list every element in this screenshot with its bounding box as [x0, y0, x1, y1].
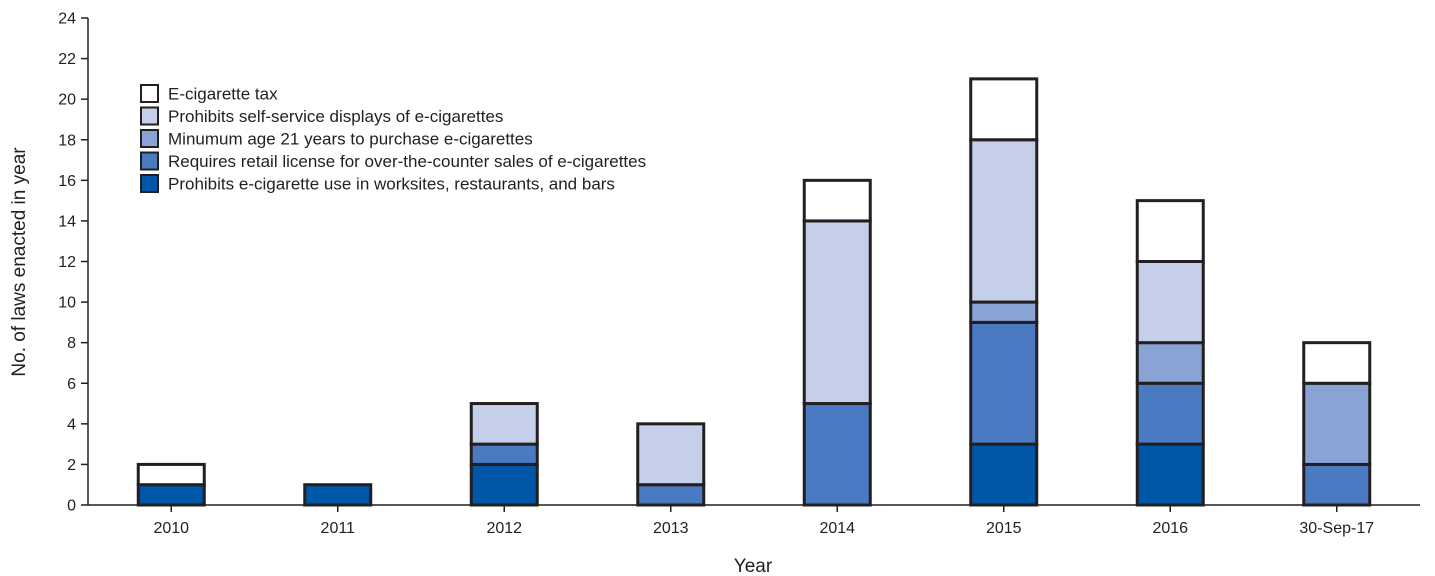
legend-swatch: [140, 106, 159, 126]
legend-label: Prohibits e-cigarette use in worksites, …: [168, 175, 615, 194]
x-tick-label: 2015: [986, 520, 1022, 537]
bar-segment: [802, 219, 872, 406]
x-tick-label: 2013: [653, 520, 689, 537]
bar-segment: [136, 483, 206, 507]
x-tick-label: 2014: [819, 520, 855, 537]
x-axis-title: Year: [734, 556, 773, 576]
y-tick-label: 24: [58, 11, 76, 28]
y-tick-label: 10: [58, 295, 76, 312]
x-tick-label: 2010: [153, 520, 189, 537]
legend-label: E-cigarette tax: [168, 85, 278, 104]
bar-segment: [802, 402, 872, 507]
y-tick-label: 18: [58, 132, 76, 149]
bar-segment: [636, 483, 706, 507]
bar-segment: [969, 300, 1039, 324]
bar-segment: [969, 77, 1039, 142]
bar-segment: [1135, 260, 1205, 345]
bar-segment: [802, 178, 872, 223]
y-tick-label: 22: [58, 51, 76, 68]
legend-swatch: [140, 129, 159, 148]
bar-segment: [469, 402, 539, 446]
legend-swatch: [140, 174, 159, 193]
y-tick-label: 8: [67, 335, 76, 352]
bars: [136, 77, 1372, 507]
y-tick-label: 12: [58, 254, 76, 271]
bar-segment: [1135, 442, 1205, 507]
y-tick-label: 2: [67, 457, 76, 474]
bar-segment: [1302, 381, 1372, 466]
bar-segment: [1302, 341, 1372, 385]
legend-label: Prohibits self-service displays of e-cig…: [168, 107, 503, 126]
y-tick-label: 20: [58, 92, 76, 109]
y-tick-label: 4: [67, 416, 76, 433]
y-tick-label: 0: [67, 498, 76, 515]
bar-segment: [1135, 199, 1205, 263]
legend: E-cigarette tax Prohibits self-service di…: [140, 84, 646, 194]
legend-label: Minumum age 21 years to purchase e-cigar…: [168, 130, 533, 149]
bar-segment: [469, 462, 539, 507]
y-tick-label: 6: [67, 376, 76, 393]
x-tick-label: 30-Sep-17: [1299, 520, 1374, 537]
bar-segment: [136, 462, 206, 487]
y-axis-title: No. of laws enacted in year: [9, 147, 30, 377]
y-tick-label: 16: [58, 173, 76, 190]
x-tick-label: 2016: [1152, 520, 1188, 537]
y-tick-label: 14: [58, 213, 76, 230]
bar-segment: [969, 320, 1039, 446]
legend-label: Requires retail license for over-the-cou…: [168, 152, 646, 171]
bar-segment: [303, 483, 373, 507]
bar-segment: [1135, 381, 1205, 446]
bar-segment: [1135, 341, 1205, 385]
bar-segment: [969, 442, 1039, 507]
bar-segment: [636, 422, 706, 487]
legend-swatch: [140, 151, 159, 171]
x-tick-label: 2012: [486, 520, 522, 537]
x-tick-label: 2011: [321, 520, 356, 537]
bar-segment: [469, 442, 539, 466]
legend-swatch: [140, 84, 159, 103]
bar-segment: [1302, 462, 1372, 507]
bar-segment: [969, 138, 1039, 304]
